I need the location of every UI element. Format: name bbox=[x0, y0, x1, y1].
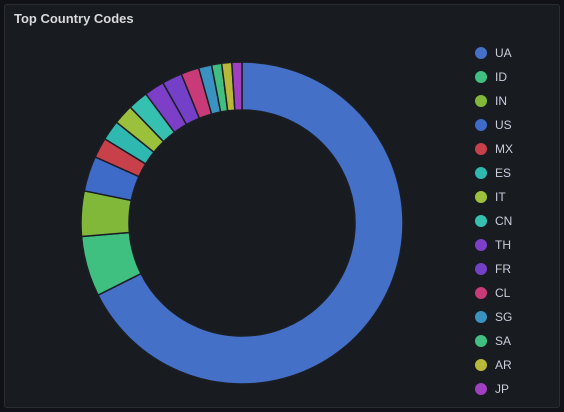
legend-swatch bbox=[475, 71, 487, 83]
legend-item-es[interactable]: ES bbox=[475, 161, 513, 185]
legend-swatch bbox=[475, 383, 487, 395]
legend-item-fr[interactable]: FR bbox=[475, 257, 513, 281]
legend-label: MX bbox=[495, 142, 513, 156]
legend-swatch bbox=[475, 239, 487, 251]
donut-chart bbox=[80, 61, 404, 385]
legend-item-th[interactable]: TH bbox=[475, 233, 513, 257]
legend-swatch bbox=[475, 359, 487, 371]
chart-legend: UA ID IN US MX ES IT CN TH FR CL SG SA AR JP bbox=[475, 41, 513, 401]
legend-swatch bbox=[475, 119, 487, 131]
legend-item-id[interactable]: ID bbox=[475, 65, 513, 89]
legend-item-us[interactable]: US bbox=[475, 113, 513, 137]
legend-item-jp[interactable]: JP bbox=[475, 377, 513, 401]
legend-item-in[interactable]: IN bbox=[475, 89, 513, 113]
legend-label: JP bbox=[495, 382, 510, 396]
legend-label: CN bbox=[495, 214, 513, 228]
legend-swatch bbox=[475, 335, 487, 347]
legend-label: CL bbox=[495, 286, 511, 300]
legend-item-ua[interactable]: UA bbox=[475, 41, 513, 65]
legend-item-cn[interactable]: CN bbox=[475, 209, 513, 233]
legend-label: UA bbox=[495, 46, 512, 60]
legend-swatch bbox=[475, 311, 487, 323]
legend-label: ID bbox=[495, 70, 507, 84]
legend-label: IN bbox=[495, 94, 507, 108]
legend-item-sa[interactable]: SA bbox=[475, 329, 513, 353]
legend-item-ar[interactable]: AR bbox=[475, 353, 513, 377]
legend-item-cl[interactable]: CL bbox=[475, 281, 513, 305]
legend-swatch bbox=[475, 95, 487, 107]
legend-item-sg[interactable]: SG bbox=[475, 305, 513, 329]
chart-panel: Top Country Codes UA ID IN US MX ES IT CN TH FR CL… bbox=[4, 4, 560, 408]
legend-swatch bbox=[475, 191, 487, 203]
legend-label: TH bbox=[495, 238, 511, 252]
slice-ua[interactable] bbox=[97, 61, 404, 385]
legend-label: ES bbox=[495, 166, 512, 180]
legend-swatch bbox=[475, 167, 487, 179]
slice-jp[interactable] bbox=[231, 61, 243, 112]
legend-label: SG bbox=[495, 310, 513, 324]
legend-label: US bbox=[495, 118, 512, 132]
panel-title: Top Country Codes bbox=[14, 11, 134, 26]
legend-swatch bbox=[475, 215, 487, 227]
legend-label: SA bbox=[495, 334, 512, 348]
legend-item-it[interactable]: IT bbox=[475, 185, 513, 209]
legend-label: FR bbox=[495, 262, 511, 276]
legend-label: AR bbox=[495, 358, 512, 372]
legend-swatch bbox=[475, 263, 487, 275]
legend-label: IT bbox=[495, 190, 506, 204]
legend-swatch bbox=[475, 287, 487, 299]
legend-item-mx[interactable]: MX bbox=[475, 137, 513, 161]
legend-swatch bbox=[475, 47, 487, 59]
legend-swatch bbox=[475, 143, 487, 155]
